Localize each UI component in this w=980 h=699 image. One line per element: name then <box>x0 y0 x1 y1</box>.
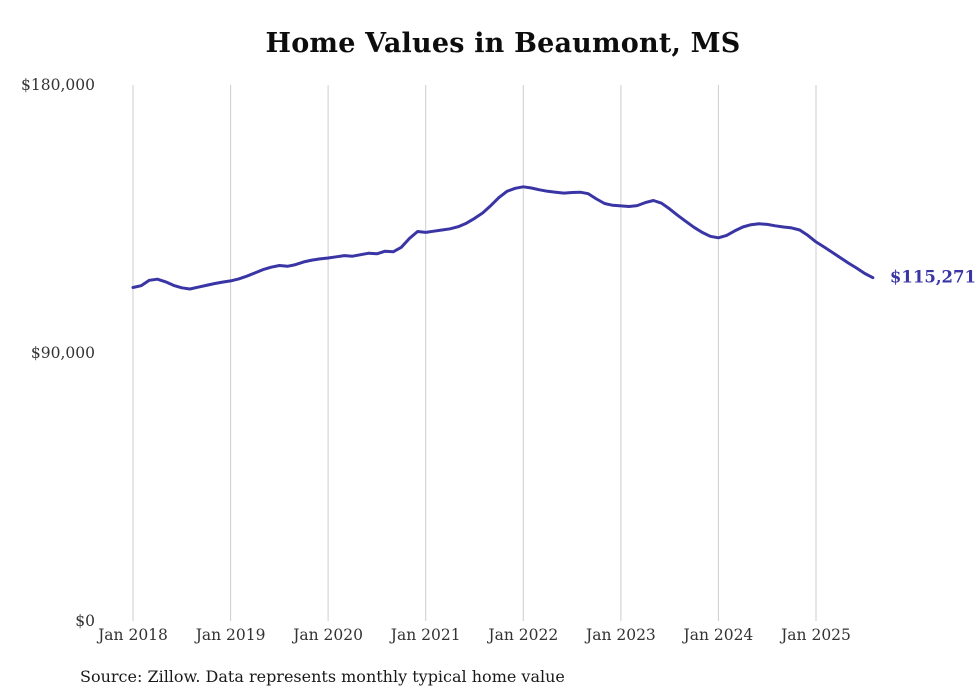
x-tick-label: Jan 2025 <box>779 626 851 644</box>
y-tick-label: $180,000 <box>21 76 95 94</box>
x-tick-label: Jan 2024 <box>681 626 753 644</box>
source-note: Source: Zillow. Data represents monthly … <box>80 667 565 686</box>
x-tick-label: Jan 2023 <box>584 626 656 644</box>
value-line <box>131 185 875 291</box>
x-tick-label: Jan 2021 <box>389 626 461 644</box>
x-tick-label: Jan 2022 <box>486 626 558 644</box>
y-tick-label: $90,000 <box>31 344 95 362</box>
x-tick-label: Jan 2018 <box>96 626 168 644</box>
x-tick-label: Jan 2019 <box>194 626 266 644</box>
x-tick-label: Jan 2020 <box>291 626 363 644</box>
end-value-label: $115,271 <box>890 268 976 287</box>
y-tick-label: $0 <box>75 612 95 630</box>
chart-title: Home Values in Beaumont, MS <box>265 28 741 59</box>
